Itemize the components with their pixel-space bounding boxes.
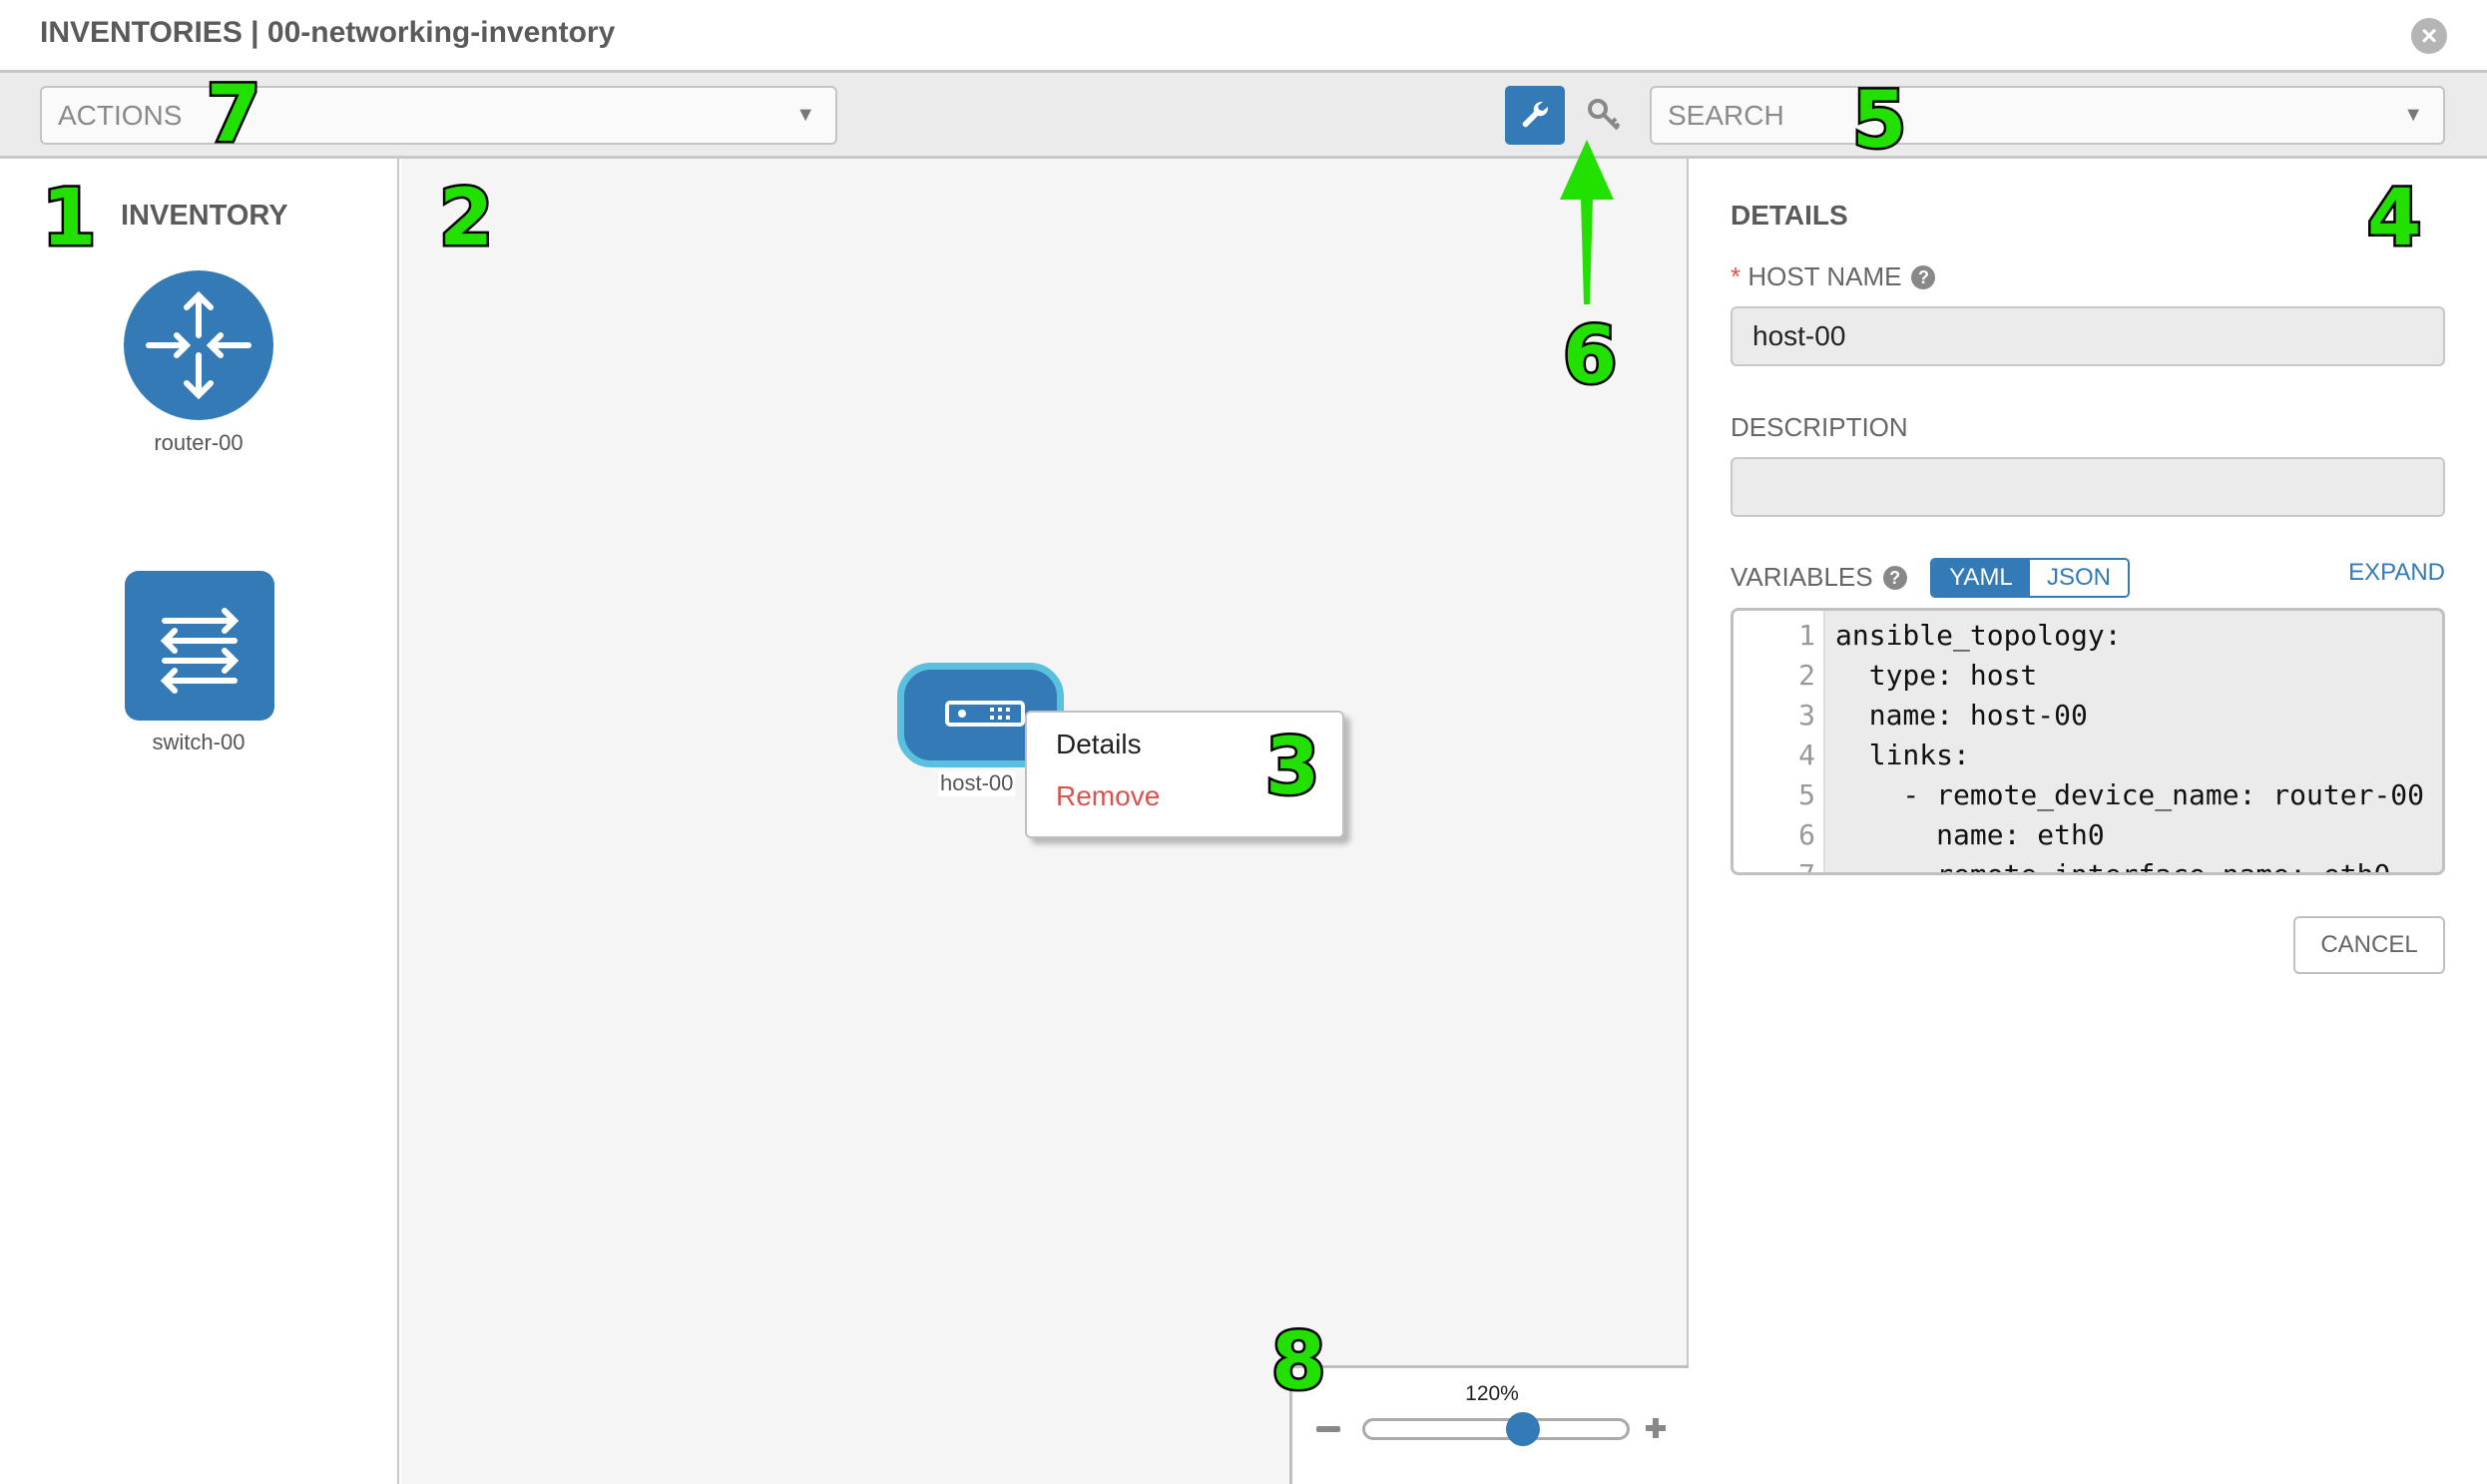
code-line: ansible_topology:	[1835, 619, 2122, 652]
menu-item-details[interactable]: Details	[1056, 729, 1142, 759]
zoom-out-icon[interactable]	[1316, 1426, 1340, 1432]
zoom-slider[interactable]	[1362, 1418, 1630, 1440]
annotation-marker: 6	[1560, 311, 1619, 401]
zoom-in-icon[interactable]	[1644, 1416, 1668, 1440]
required-marker: *	[1731, 261, 1741, 291]
annotation-marker: 1	[39, 174, 98, 263]
description-input[interactable]	[1731, 457, 2445, 517]
chevron-down-icon: ▼	[2403, 104, 2423, 126]
wrench-icon[interactable]	[1505, 86, 1565, 145]
line-number: 1	[1798, 619, 1815, 652]
code-line: remote_interface_name: eth0	[1835, 858, 2391, 875]
annotation-marker: 3	[1262, 723, 1321, 812]
code-line: - remote_device_name: router-00	[1835, 778, 2425, 811]
help-icon[interactable]: ?	[1882, 566, 1907, 590]
annotation-arrow	[1560, 140, 1614, 304]
host-node-label: host-00	[938, 770, 1016, 796]
inventory-panel: INVENTORY router-00 switch-00	[0, 159, 399, 1484]
help-icon[interactable]: ?	[1911, 265, 1936, 289]
chevron-down-icon: ▼	[795, 104, 815, 126]
inventory-item-label: switch-00	[152, 730, 246, 754]
close-circle-icon[interactable]: ×	[2411, 18, 2447, 54]
code-line: name: eth0	[1835, 818, 2105, 851]
details-heading: DETAILS	[1731, 200, 1848, 231]
key-icon[interactable]	[1585, 96, 1625, 136]
cancel-button[interactable]: CANCEL	[2293, 916, 2445, 974]
expand-link[interactable]: EXPAND	[2348, 559, 2445, 586]
line-number: 4	[1798, 739, 1815, 771]
inventory-heading: INVENTORY	[121, 200, 288, 232]
search-placeholder: SEARCH	[1668, 100, 1784, 131]
zoom-control: 120%	[1289, 1365, 1689, 1484]
switch-icon[interactable]	[125, 571, 274, 721]
search-dropdown[interactable]: SEARCH ▼	[1650, 86, 2445, 145]
line-number-gutter: 1 2 3 4 5 6 7	[1734, 611, 1825, 872]
context-menu: Details Remove	[1025, 711, 1344, 838]
menu-item-remove[interactable]: Remove	[1056, 780, 1161, 811]
router-icon[interactable]	[124, 270, 273, 420]
toolbar: ACTIONS ▼ SEARCH ▼	[0, 73, 2487, 159]
line-number: 2	[1798, 659, 1815, 692]
inventory-item-label: router-00	[154, 430, 244, 455]
zoom-slider-thumb[interactable]	[1505, 1412, 1540, 1446]
annotation-marker: 7	[204, 70, 262, 160]
zoom-level: 120%	[1465, 1382, 1519, 1405]
annotation-marker: 4	[2364, 174, 2423, 263]
yaml-toggle[interactable]: YAML	[1932, 560, 2030, 596]
actions-placeholder: ACTIONS	[58, 100, 183, 131]
json-toggle[interactable]: JSON	[2030, 560, 2128, 596]
format-toggle: YAML JSON	[1930, 558, 2130, 598]
annotation-marker: 5	[1849, 76, 1908, 166]
title-bar: INVENTORIES | 00-networking-inventory ×	[0, 0, 2487, 73]
code-line: links:	[1835, 739, 1970, 771]
actions-dropdown[interactable]: ACTIONS ▼	[40, 86, 837, 145]
line-number: 3	[1798, 699, 1815, 732]
line-number: 7	[1798, 858, 1815, 875]
variables-label: VARIABLES	[1731, 562, 1873, 592]
host-name-label: HOST NAME	[1747, 261, 1902, 291]
variables-editor[interactable]: 1 2 3 4 5 6 7 ansible_topology: type: ho…	[1731, 608, 2445, 875]
annotation-marker: 8	[1268, 1317, 1327, 1407]
code-line: name: host-00	[1835, 699, 2088, 732]
host-name-input[interactable]: host-00	[1731, 306, 2445, 366]
description-label: DESCRIPTION	[1731, 412, 1908, 442]
line-number: 6	[1798, 818, 1815, 851]
annotation-marker: 2	[436, 174, 495, 263]
code-line: type: host	[1835, 659, 2038, 692]
line-number: 5	[1798, 778, 1815, 811]
page-title: INVENTORIES | 00-networking-inventory	[40, 16, 616, 49]
